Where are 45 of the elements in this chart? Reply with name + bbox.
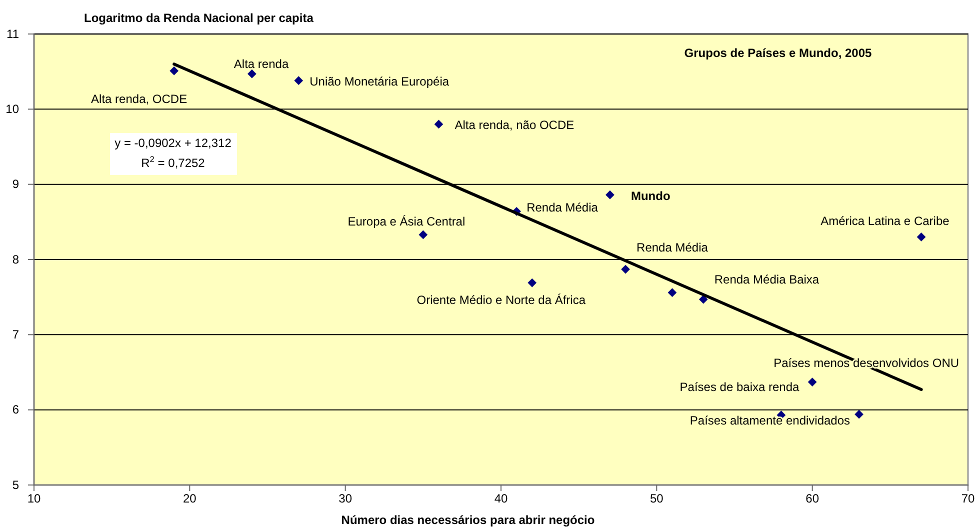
point bbox=[916, 232, 926, 242]
y-axis-title: Logaritmo da Renda Nacional per capita bbox=[84, 11, 314, 25]
point bbox=[294, 76, 304, 86]
point bbox=[434, 120, 444, 129]
y-tick-label: 7 bbox=[12, 328, 20, 342]
x-axis-title: Número dias necessários para abrir negócio bbox=[341, 513, 595, 527]
y-tick-label: 9 bbox=[12, 177, 20, 192]
annotation: Alta renda, não OCDE bbox=[454, 118, 574, 132]
annotation: Alta renda, OCDE bbox=[91, 92, 188, 106]
point bbox=[621, 264, 630, 274]
point bbox=[808, 378, 817, 386]
annotation: Alta renda bbox=[234, 56, 289, 71]
y-tick-label: 6 bbox=[12, 402, 20, 417]
point bbox=[854, 410, 864, 419]
point bbox=[698, 294, 708, 304]
annotation: y = -0,0902x + 12,312 bbox=[114, 136, 232, 150]
x-tick-label: 20 bbox=[182, 492, 197, 506]
y-tick-label: 5 bbox=[12, 478, 20, 492]
y-tick-label: 10 bbox=[6, 102, 20, 116]
annotation: Europa e Ásia Central bbox=[348, 214, 466, 229]
point bbox=[170, 66, 179, 76]
annotation: Países de baixa renda bbox=[680, 380, 800, 394]
annotation: América Latina e Caribe bbox=[820, 214, 950, 228]
annotation: Mundo bbox=[630, 188, 670, 203]
point bbox=[418, 230, 428, 240]
point bbox=[528, 278, 537, 288]
point bbox=[606, 190, 614, 200]
y-tick-label: 8 bbox=[12, 252, 20, 266]
point bbox=[668, 288, 677, 297]
annotation: Renda Média bbox=[636, 240, 708, 254]
y-tick-label: 11 bbox=[6, 26, 20, 41]
annotation: Oriente Médio e Norte da África bbox=[416, 292, 586, 307]
annotation: Renda Média Baixa bbox=[714, 272, 820, 286]
x-tick-label: 50 bbox=[650, 492, 664, 506]
annotation: Renda Média bbox=[526, 200, 598, 214]
x-tick-label: 10 bbox=[27, 492, 41, 506]
annotation: União Monetária Européia bbox=[310, 74, 450, 89]
text: Grupos de Países e Mundo, 2005 bbox=[684, 46, 872, 60]
x-tick-label: 70 bbox=[961, 492, 975, 506]
annotation: R$^{2}$ = 0,7252 bbox=[141, 154, 206, 170]
x-tick-label: 60 bbox=[806, 492, 820, 506]
x-tick-label: 30 bbox=[338, 492, 352, 506]
point bbox=[248, 69, 256, 78]
x-tick-label: 40 bbox=[494, 492, 508, 506]
annotation: Países altamente endividados bbox=[690, 413, 850, 428]
